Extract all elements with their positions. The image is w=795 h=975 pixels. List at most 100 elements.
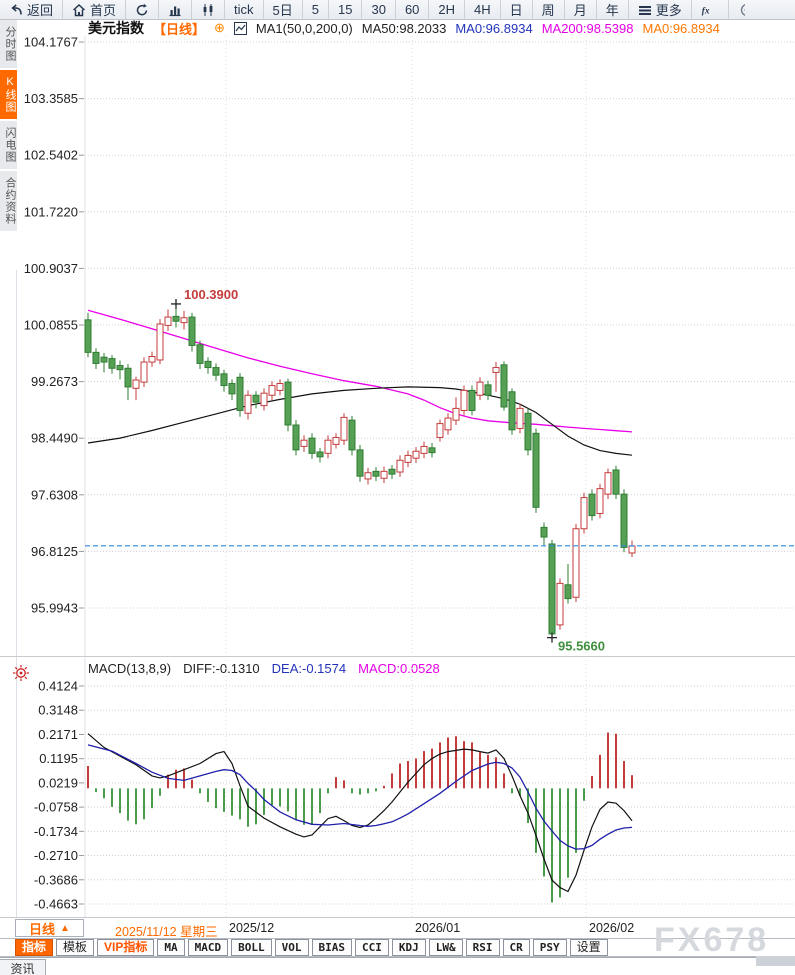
macd-axis-label: -0.3686	[34, 872, 78, 887]
candle-body	[508, 391, 516, 431]
main-axis-label: 101.7220	[24, 204, 78, 219]
indicator-tab-模板[interactable]: 模板	[56, 939, 95, 956]
candle-body	[148, 356, 156, 363]
main-axis-label: 99.2673	[31, 374, 78, 389]
main-axis-label: 98.4490	[31, 431, 78, 446]
toolbar-button-home[interactable]: 首页	[63, 0, 127, 19]
indicator-tab-MACD[interactable]: MACD	[187, 939, 229, 956]
candle-body	[228, 382, 236, 395]
main-axis-label: 95.9943	[31, 601, 78, 616]
indicator-tab-LW&[interactable]: LW&	[428, 939, 463, 956]
macd-dea-line	[87, 744, 633, 850]
candle-body	[516, 407, 524, 429]
indicator-tab-指标[interactable]: 指标	[15, 939, 54, 956]
bar-chart-icon	[168, 3, 182, 17]
indicator-tab-BOLL[interactable]: BOLL	[231, 939, 272, 956]
macd-axis-label: -0.0758	[34, 800, 78, 815]
menu-icon	[638, 3, 652, 17]
toolbar-button-formula[interactable]: fx	[692, 0, 729, 19]
toolbar-button-label: 15	[338, 2, 353, 17]
candle-body	[284, 381, 292, 426]
indicator-tab-CR[interactable]: CR	[502, 939, 530, 956]
macd-axis-label: 0.2171	[38, 727, 78, 742]
toolbar-button-back[interactable]: 返回	[0, 0, 64, 19]
period-selector-button[interactable]: 日线 ▲	[15, 919, 84, 937]
low-price-label: 95.5660	[558, 639, 605, 654]
indicator-tab-MA[interactable]: MA	[157, 939, 185, 956]
toolbar-button-min30[interactable]: 30	[362, 0, 396, 19]
candle-body	[276, 382, 284, 391]
candle-body	[292, 424, 300, 451]
toolbar-button-day[interactable]: 日	[501, 0, 533, 19]
indicator-settings-icon[interactable]	[12, 664, 30, 682]
indicator-tab-VIP指标[interactable]: VIP指标	[97, 939, 155, 956]
sidebar-tab-分时图[interactable]: 分时图	[0, 20, 17, 68]
candle-body	[588, 493, 596, 517]
macd-hist-value: MACD:0.0528	[358, 660, 440, 676]
candle-body	[612, 469, 620, 495]
toolbar-button-month[interactable]: 月	[565, 0, 597, 19]
toolbar-button-label: 5	[311, 2, 319, 17]
main-chart-header: 美元指数 【日线】 ⊕ MA1(50,0,200,0) MA50:98.2033…	[88, 20, 720, 37]
candle-body	[428, 447, 436, 454]
macd-axis-label: -0.4663	[34, 897, 78, 912]
indicator-tab-KDJ[interactable]: KDJ	[391, 939, 426, 956]
period-tag: 【日线】	[153, 21, 206, 37]
candle-body	[540, 526, 548, 538]
macd-header: MACD(13,8,9) DIFF:-0.1310 DEA:-0.1574 MA…	[88, 660, 440, 676]
chart-style-icon[interactable]	[233, 21, 247, 36]
tab-news[interactable]: 资讯	[0, 959, 46, 975]
toolbar-button-min15[interactable]: 15	[329, 0, 363, 19]
indicator-tab-PSY[interactable]: PSY	[532, 939, 567, 956]
toolbar-button-min60[interactable]: 60	[396, 0, 430, 19]
candle-body	[460, 389, 468, 411]
toolbar-button-chart-candle[interactable]	[192, 0, 226, 19]
toolbar-button-label: 首页	[90, 3, 117, 18]
toolbar-button-year[interactable]: 年	[597, 0, 629, 19]
toolbar-button-label: 日	[509, 3, 523, 18]
toolbar-button-refresh[interactable]	[126, 0, 160, 19]
expand-icon[interactable]: ⊕	[214, 20, 225, 35]
toolbar-button-label: 4H	[474, 2, 491, 17]
sidebar-tab-K线图[interactable]: K线图	[0, 70, 17, 119]
indicator-tab-VOL[interactable]: VOL	[274, 939, 309, 956]
candle-body	[532, 432, 540, 508]
candle-body	[156, 323, 164, 361]
period-selector-label: 日线	[29, 921, 56, 937]
candle-body	[548, 543, 556, 635]
ma200-value: MA200:98.5398	[541, 20, 634, 36]
main-axis-label: 96.8125	[31, 544, 78, 559]
macd-axis-label: -0.1734	[34, 824, 78, 839]
indicator-tab-CCI[interactable]: CCI	[355, 939, 389, 956]
sidebar-tab-闪电图[interactable]: 闪电图	[0, 121, 17, 169]
toolbar-button-more[interactable]: 更多	[629, 0, 692, 19]
candle-body	[476, 381, 484, 396]
indicator-tab-BIAS[interactable]: BIAS	[311, 939, 352, 956]
toolbar-button-zoom-out[interactable]	[729, 0, 745, 19]
macd-diff-line	[87, 733, 633, 893]
toolbar-button-5day[interactable]: 5日	[264, 0, 303, 19]
refresh-icon	[135, 3, 149, 17]
indicator-tab-RSI[interactable]: RSI	[465, 939, 500, 956]
ma50-line	[87, 386, 633, 456]
sidebar-tab-合约资料[interactable]: 合约资料	[0, 171, 17, 231]
candle-body	[252, 394, 260, 403]
toolbar-button-hour4[interactable]: 4H	[465, 0, 501, 19]
indicator-tab-bar: 指标 模板 VIP指标 MA MACD BOLL VOL BIAS CCI KDJ LW& RSI CR…	[0, 938, 795, 957]
candle-body	[620, 493, 628, 548]
indicator-tab-设置[interactable]: 设置	[569, 939, 608, 956]
sidebar-divider	[16, 270, 17, 917]
candle-body	[372, 470, 380, 477]
x-axis-month-label: 2026/01	[415, 921, 461, 935]
toolbar-button-week[interactable]: 周	[533, 0, 565, 19]
candle-body	[300, 439, 308, 447]
candle-body	[604, 472, 612, 495]
toolbar-button-chart-bar[interactable]	[159, 0, 193, 19]
candle-body	[556, 582, 564, 626]
toolbar-button-tick[interactable]: tick	[225, 0, 264, 19]
toolbar-button-min5[interactable]: 5	[303, 0, 329, 19]
toolbar-button-label: 60	[404, 2, 420, 17]
toolbar-button-hour2[interactable]: 2H	[429, 0, 466, 19]
